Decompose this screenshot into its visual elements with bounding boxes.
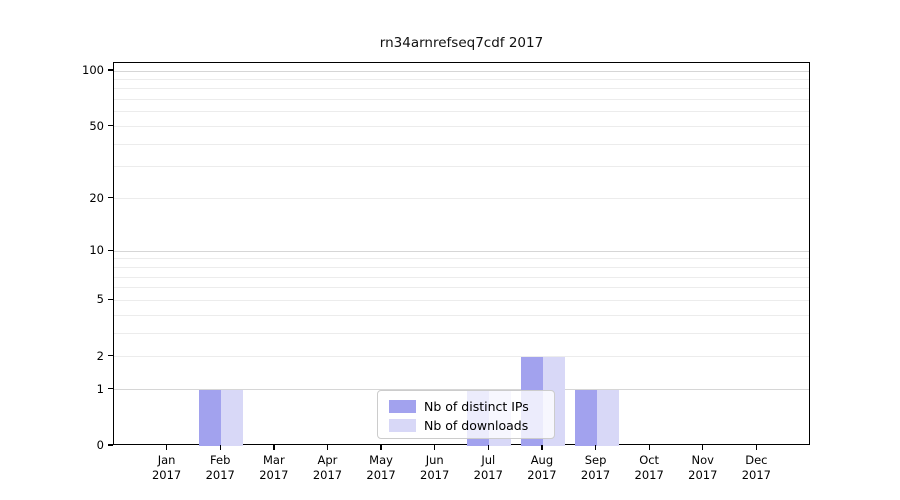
- y-tick-label-2: 2: [96, 348, 104, 363]
- y-tick-mark-10: [108, 249, 113, 251]
- x-tick-label-feb: Feb 2017: [205, 453, 235, 482]
- gridline-9: [114, 258, 809, 260]
- x-tick-mark-mar: [273, 445, 275, 450]
- y-tick-mark-5: [108, 298, 113, 301]
- x-tick-label-nov: Nov 2017: [688, 453, 718, 482]
- gridline-20: [114, 198, 809, 200]
- y-tick-mark-1: [108, 388, 113, 390]
- gridline-10: [114, 250, 809, 252]
- y-tick-label-10: 10: [89, 243, 104, 258]
- x-tick-label-jul: Jul 2017: [473, 453, 503, 482]
- x-tick-mark-dec: [755, 445, 758, 450]
- legend-swatch-distinct-ips-icon: [389, 399, 416, 413]
- gridline-4: [114, 314, 809, 316]
- x-tick-label-sep: Sep 2017: [580, 453, 611, 482]
- x-tick-label-aug: Aug 2017: [527, 453, 557, 482]
- x-tick-label-may: May 2017: [366, 453, 396, 482]
- plot-area: [113, 62, 810, 446]
- legend-label-downloads: Nb of downloads: [424, 417, 529, 433]
- gridline-100: [114, 70, 809, 72]
- gridline-6: [114, 287, 809, 289]
- gridline-8: [114, 266, 809, 268]
- gridline-90: [114, 78, 809, 80]
- gridline-2: [114, 356, 809, 358]
- y-tick-mark-50: [108, 124, 113, 127]
- x-tick-mark-aug: [541, 445, 543, 450]
- bar-sep-distinct-ips: [574, 389, 597, 446]
- y-tick-label-100: 100: [82, 63, 104, 77]
- x-tick-mark-apr: [326, 445, 329, 450]
- y-tick-mark-0: [108, 444, 113, 446]
- y-tick-label-0: 0: [96, 438, 104, 452]
- gridline-70: [114, 99, 809, 101]
- x-tick-mark-feb: [219, 445, 221, 450]
- x-tick-mark-oct: [648, 445, 650, 450]
- legend-item-distinct-ips: Nb of distinct IPs: [389, 397, 554, 415]
- y-tick-mark-2: [108, 355, 113, 357]
- y-tick-label-20: 20: [89, 190, 104, 205]
- x-tick-mark-jan: [166, 445, 168, 450]
- x-tick-mark-jul: [487, 445, 489, 450]
- x-tick-label-oct: Oct 2017: [634, 453, 664, 482]
- gridline-3: [114, 332, 809, 334]
- chart-title: rn34arnrefseq7cdf 2017: [379, 35, 544, 51]
- x-tick-label-apr: Apr 2017: [312, 453, 343, 482]
- x-tick-label-jun: Jun 2017: [420, 453, 450, 482]
- y-tick-mark-20: [108, 197, 113, 199]
- x-tick-label-jan: Jan 2017: [151, 453, 182, 482]
- y-tick-label-5: 5: [96, 292, 104, 307]
- gridline-80: [114, 88, 809, 90]
- gridline-7: [114, 276, 809, 278]
- y-tick-mark-100: [108, 69, 113, 71]
- x-tick-mark-jun: [434, 445, 436, 450]
- legend-item-downloads: Nb of downloads: [389, 416, 554, 434]
- y-tick-label-50: 50: [89, 118, 104, 133]
- legend: Nb of distinct IPs Nb of downloads: [377, 390, 555, 439]
- x-tick-label-mar: Mar 2017: [259, 453, 289, 482]
- legend-swatch-downloads-icon: [389, 418, 416, 432]
- x-tick-mark-may: [380, 445, 382, 450]
- x-tick-label-dec: Dec 2017: [741, 453, 772, 482]
- gridline-50: [114, 126, 809, 128]
- gridline-40: [114, 143, 809, 145]
- legend-label-distinct-ips: Nb of distinct IPs: [424, 398, 529, 414]
- x-tick-mark-sep: [594, 445, 597, 450]
- gridline-60: [114, 111, 809, 113]
- y-tick-label-1: 1: [96, 381, 104, 396]
- x-tick-mark-nov: [702, 445, 704, 450]
- bar-feb-downloads: [221, 389, 244, 446]
- gridline-5: [114, 299, 809, 301]
- gridline-1: [114, 389, 809, 391]
- bar-feb-distinct-ips: [199, 389, 222, 446]
- bar-sep-downloads: [596, 389, 619, 446]
- gridline-30: [114, 166, 809, 168]
